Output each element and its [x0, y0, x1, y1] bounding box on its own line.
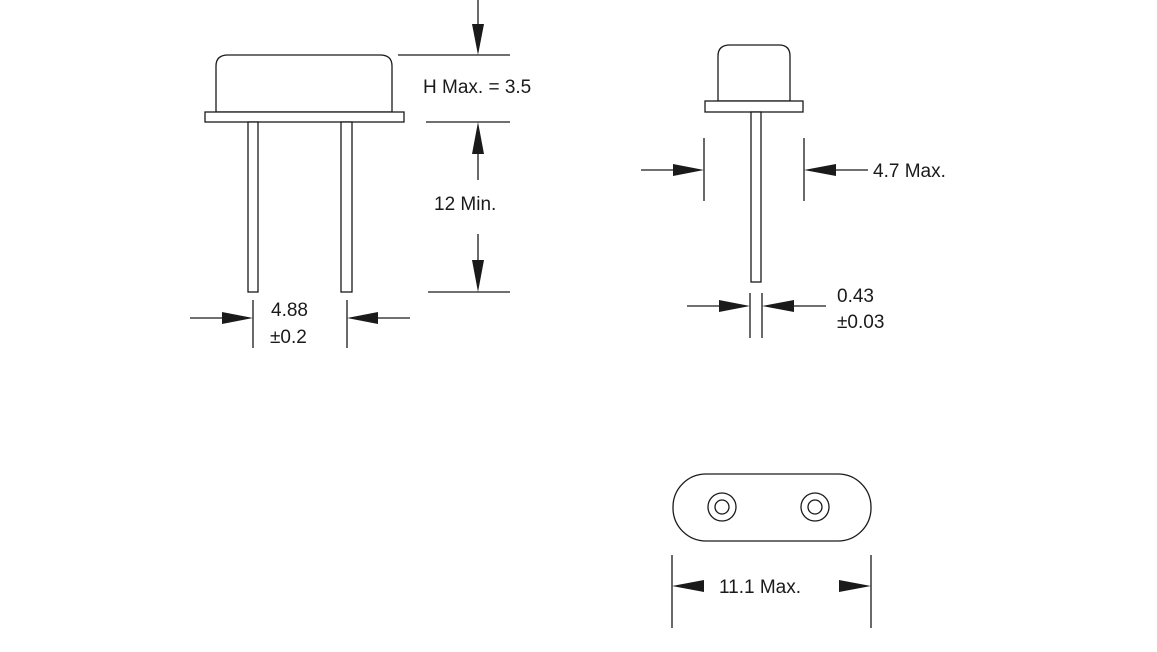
lead-spacing-value: 4.88 — [271, 300, 308, 321]
body-width-label: 4.7 Max. — [873, 161, 946, 182]
lead-diameter-arrow-right — [719, 300, 750, 312]
lead-length-label: 12 Min. — [434, 194, 496, 215]
body-width-arrow-right — [673, 164, 704, 176]
lead-diameter-tolerance: ±0.03 — [837, 312, 884, 333]
bottom-view-lead-hole-left-outer — [707, 492, 737, 522]
side-view-base-flange — [704, 100, 804, 113]
body-length-arrow-right — [839, 580, 871, 592]
front-view-base-flange — [204, 111, 405, 123]
lead-spacing-arrow-right — [222, 312, 253, 324]
bottom-view: 11.1 Max. — [671, 473, 872, 628]
front-view-lead-right — [340, 121, 353, 293]
side-view-lead — [750, 111, 762, 283]
front-view-can-body — [215, 54, 393, 113]
height-arrow-down — [472, 24, 484, 55]
lead-spacing-arrow-left — [347, 312, 378, 324]
bottom-view-outline — [672, 473, 872, 542]
body-width-arrow-left — [804, 164, 836, 176]
lead-spacing-tolerance: ±0.2 — [270, 327, 307, 348]
lead-length-arrow-down — [472, 260, 484, 292]
bottom-view-lead-hole-right-inner — [807, 499, 823, 515]
lead-diameter-arrow-left — [762, 300, 794, 312]
side-view: 4.7 Max. 0.43 ±0.03 — [641, 44, 946, 338]
body-length-arrow-left — [672, 580, 704, 592]
body-length-label: 11.1 Max. — [719, 577, 801, 598]
height-max-label: H Max. = 3.5 — [423, 77, 531, 98]
bottom-view-lead-hole-left-inner — [714, 499, 730, 515]
lead-length-arrow-up — [472, 122, 484, 154]
lead-diameter-value: 0.43 — [837, 286, 874, 307]
front-view-lead-left — [247, 121, 259, 293]
front-view: H Max. = 3.5 12 Min. 4.88 ±0.2 — [190, 0, 531, 348]
side-view-can-body — [717, 44, 791, 102]
bottom-view-lead-hole-right-outer — [800, 492, 830, 522]
